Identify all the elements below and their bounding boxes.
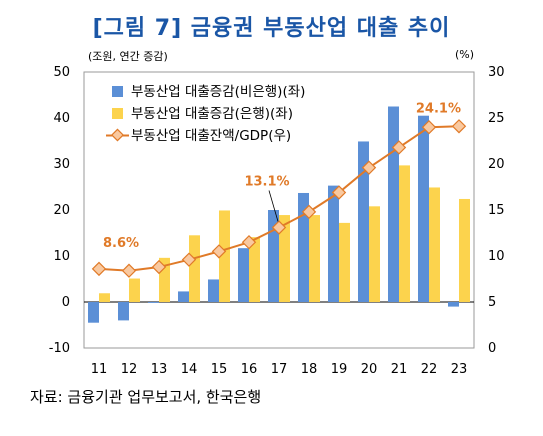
gdp-ratio-marker (421, 119, 437, 135)
x-tick-label: 18 (301, 362, 318, 377)
right-tick-label: 15 (488, 203, 505, 218)
annotation-leader (268, 190, 279, 222)
bar-nonbank (148, 302, 159, 303)
gdp-ratio-marker (391, 140, 407, 155)
bar-bank (99, 293, 110, 302)
line-group (91, 119, 467, 278)
gdp-ratio-marker (91, 261, 107, 277)
gdp-ratio-marker (271, 220, 287, 235)
legend: 부동산업 대출증감(비은행)(좌) 부동산업 대출증감(은행)(좌) 부동산업 대출… (106, 84, 305, 144)
legend-label: 부동산업 대출증감(은행)(좌) (131, 106, 293, 122)
right-axis-unit: (%) (455, 48, 475, 61)
legend-swatch (112, 108, 123, 119)
bar-nonbank (118, 302, 129, 321)
gdp-ratio-marker (181, 252, 197, 267)
right-tick-label: 25 (488, 111, 505, 126)
right-tick-label: 5 (488, 295, 496, 310)
left-tick-label: 10 (53, 249, 70, 264)
x-tick-label: 13 (151, 362, 168, 377)
x-tick-label: 21 (391, 362, 408, 377)
annotation-label: 24.1% (416, 101, 461, 116)
annotations-group: 8.6% 13.1% 24.1% (103, 101, 461, 251)
left-tick-label: 40 (53, 111, 70, 126)
left-tick-label: -10 (49, 341, 70, 356)
gdp-ratio-marker (361, 160, 377, 175)
left-tick-label: 50 (53, 65, 70, 80)
right-tick-label: 10 (488, 249, 505, 264)
bar-nonbank (358, 141, 369, 302)
gdp-ratio-marker (121, 263, 137, 278)
gdp-ratio-marker (211, 244, 227, 259)
x-tick-label: 23 (451, 362, 468, 377)
left-axis-unit: (조원, 연간 증감) (88, 50, 168, 63)
gdp-ratio-marker (241, 234, 257, 250)
x-tick-label: 16 (241, 362, 258, 377)
legend-swatch (112, 86, 123, 97)
bar-nonbank (388, 106, 399, 302)
annotation-label: 13.1% (244, 174, 289, 189)
x-tick-label: 15 (211, 362, 228, 377)
bar-bank (429, 187, 440, 302)
gdp-ratio-marker (151, 259, 167, 275)
bar-nonbank (88, 302, 99, 323)
x-tick-label: 17 (271, 362, 288, 377)
right-tick-label: 30 (488, 65, 505, 80)
legend-label: 부동산업 대출증감(비은행)(좌) (131, 84, 305, 100)
chart-title: [그림 7] 금융권 부동산업 대출 추이 (92, 16, 451, 41)
x-tick-label: 11 (91, 362, 108, 377)
bar-bank (129, 278, 140, 302)
bar-nonbank (178, 291, 189, 302)
bar-bank (339, 222, 350, 302)
bar-bank (219, 210, 230, 302)
bar-bank (309, 215, 320, 302)
bar-bank (399, 165, 410, 302)
bars-group (88, 106, 470, 323)
gdp-ratio-marker (451, 119, 467, 134)
left-tick-label: 30 (53, 157, 70, 172)
bar-nonbank (208, 279, 219, 302)
x-tick-label: 20 (361, 362, 378, 377)
plot-frame (83, 71, 475, 349)
source-note: 자료: 금융기관 업무보고서, 한국은행 (30, 388, 262, 406)
bar-nonbank (268, 210, 279, 302)
gdp-ratio-marker (331, 185, 347, 200)
legend-marker (110, 128, 125, 142)
bar-nonbank (448, 302, 459, 307)
axes-group: -10 0 10 20 30 40 50 0 5 10 15 20 25 30 11 12 13 14 15 16 17… (49, 65, 505, 377)
right-tick-label: 0 (488, 341, 496, 356)
left-tick-label: 0 (62, 295, 70, 310)
x-tick-label: 19 (331, 362, 348, 377)
gdp-ratio-marker (301, 204, 317, 220)
bar-bank (369, 206, 380, 302)
annotation-label: 8.6% (103, 236, 139, 251)
bar-bank (189, 235, 200, 302)
bar-bank (279, 215, 290, 302)
bar-nonbank (298, 192, 309, 302)
bar-bank (459, 198, 470, 302)
bar-nonbank (238, 248, 249, 302)
bar-nonbank (328, 185, 339, 302)
bar-nonbank (418, 115, 429, 302)
x-tick-label: 14 (181, 362, 198, 377)
x-tick-label: 22 (421, 362, 438, 377)
right-tick-label: 20 (488, 157, 505, 172)
left-tick-label: 20 (53, 203, 70, 218)
bar-bank (159, 257, 170, 302)
legend-label: 부동산업 대출잔액/GDP(우) (131, 128, 291, 144)
bar-bank (249, 237, 260, 302)
x-tick-label: 12 (121, 362, 138, 377)
